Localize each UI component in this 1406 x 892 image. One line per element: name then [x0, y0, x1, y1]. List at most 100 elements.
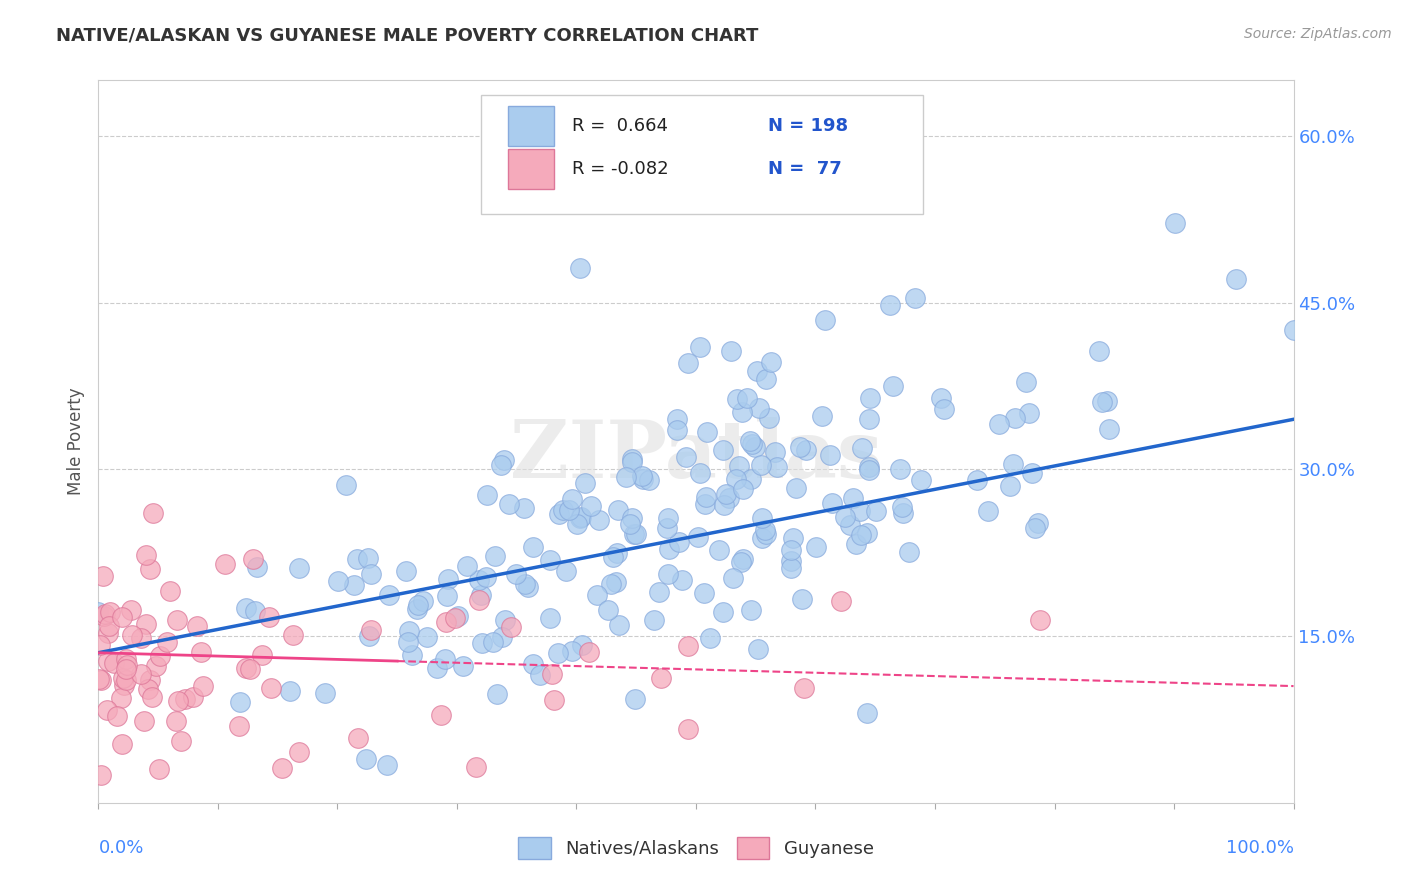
Point	[235, 600, 257, 615]
Point	[1018, 406, 1040, 420]
Point	[434, 652, 457, 666]
Point	[499, 620, 522, 634]
Point	[588, 513, 610, 527]
Point	[637, 473, 659, 487]
Point	[849, 527, 872, 541]
Point	[115, 673, 138, 687]
FancyBboxPatch shape	[509, 149, 554, 189]
Point	[1024, 521, 1046, 535]
Point	[257, 610, 280, 624]
Point	[229, 695, 252, 709]
Text: R =  0.664: R = 0.664	[572, 117, 668, 135]
Point	[105, 709, 128, 723]
Point	[793, 681, 815, 695]
Point	[882, 379, 904, 393]
Point	[551, 502, 574, 516]
Point	[103, 656, 125, 670]
Point	[170, 733, 193, 747]
Point	[141, 690, 163, 705]
Point	[889, 462, 911, 476]
Text: 100.0%: 100.0%	[1226, 838, 1294, 857]
Point	[779, 561, 801, 575]
Point	[1282, 324, 1305, 338]
Point	[148, 763, 170, 777]
Point	[114, 652, 136, 666]
Point	[789, 440, 811, 454]
Point	[259, 681, 281, 696]
Point	[890, 500, 912, 515]
Point	[377, 757, 399, 772]
Point	[484, 549, 506, 563]
Point	[360, 566, 382, 581]
Legend: Natives/Alaskans, Guyanese: Natives/Alaskans, Guyanese	[510, 830, 882, 866]
Point	[186, 619, 208, 633]
Point	[657, 567, 679, 582]
Point	[695, 497, 717, 511]
Point	[586, 588, 609, 602]
Point	[90, 673, 112, 687]
Text: N = 198: N = 198	[768, 117, 848, 135]
Point	[790, 591, 813, 606]
Point	[619, 517, 641, 532]
Point	[755, 526, 778, 541]
Point	[758, 411, 780, 425]
Point	[505, 567, 527, 582]
Point	[513, 577, 536, 591]
Point	[120, 603, 142, 617]
Point	[142, 506, 165, 520]
Text: Source: ZipAtlas.com: Source: ZipAtlas.com	[1244, 27, 1392, 41]
Point	[1028, 614, 1050, 628]
Point	[314, 686, 336, 700]
Point	[596, 603, 619, 617]
Point	[429, 707, 451, 722]
Point	[751, 531, 773, 545]
Point	[763, 445, 786, 459]
Point	[740, 471, 762, 485]
Point	[574, 476, 596, 491]
Point	[347, 731, 370, 745]
Point	[848, 504, 870, 518]
Point	[343, 578, 366, 592]
Point	[547, 646, 569, 660]
Point	[731, 405, 754, 419]
Point	[744, 440, 766, 454]
Point	[730, 555, 752, 569]
Point	[482, 635, 505, 649]
Point	[346, 551, 368, 566]
Text: NATIVE/ALASKAN VS GUYANESE MALE POVERTY CORRELATION CHART: NATIVE/ALASKAN VS GUYANESE MALE POVERTY …	[56, 27, 759, 45]
Point	[910, 473, 932, 487]
Point	[898, 544, 921, 558]
Point	[235, 661, 257, 675]
Point	[378, 588, 401, 602]
Point	[851, 441, 873, 455]
Point	[498, 497, 520, 511]
Point	[859, 391, 882, 405]
Point	[693, 585, 716, 599]
Point	[839, 518, 862, 533]
Point	[412, 594, 434, 608]
Point	[145, 658, 167, 673]
Point	[856, 525, 879, 540]
Point	[966, 473, 988, 487]
Text: N =  77: N = 77	[768, 161, 841, 178]
Point	[728, 459, 751, 474]
Point	[131, 632, 153, 646]
Point	[437, 572, 460, 586]
Point	[751, 511, 773, 525]
Point	[1021, 466, 1043, 480]
Point	[491, 630, 513, 644]
Point	[444, 611, 467, 625]
Point	[398, 624, 420, 638]
Point	[97, 655, 120, 669]
Point	[89, 638, 111, 652]
Point	[401, 648, 423, 662]
Point	[605, 574, 627, 589]
Point	[721, 571, 744, 585]
Point	[725, 392, 748, 406]
Point	[977, 504, 1000, 518]
FancyBboxPatch shape	[481, 95, 922, 214]
Point	[174, 692, 197, 706]
Point	[676, 722, 699, 736]
Point	[821, 496, 844, 510]
Point	[759, 355, 782, 369]
